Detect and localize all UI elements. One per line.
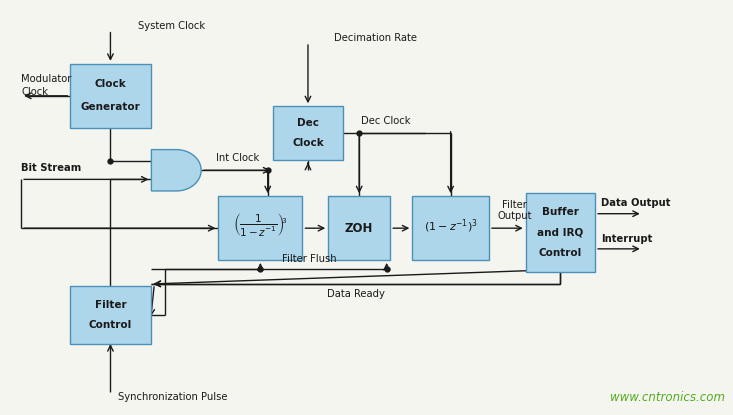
FancyBboxPatch shape	[526, 193, 595, 271]
Text: Modulator: Modulator	[21, 74, 72, 84]
FancyBboxPatch shape	[218, 196, 303, 260]
FancyBboxPatch shape	[70, 64, 151, 128]
Text: Clock: Clock	[21, 87, 48, 97]
Text: Filter: Filter	[502, 200, 527, 210]
Text: Generator: Generator	[81, 102, 140, 112]
Text: Control: Control	[539, 248, 582, 258]
Text: Dec Clock: Dec Clock	[361, 116, 410, 126]
Text: Buffer: Buffer	[542, 207, 579, 217]
Text: Data Ready: Data Ready	[327, 289, 385, 299]
Text: Dec: Dec	[297, 118, 319, 129]
FancyBboxPatch shape	[70, 286, 151, 344]
FancyBboxPatch shape	[412, 196, 489, 260]
Text: Interrupt: Interrupt	[601, 234, 652, 244]
Text: $\left(\dfrac{1}{1-z^{-1}}\right)^{\!\!3}$: $\left(\dfrac{1}{1-z^{-1}}\right)^{\!\!3…	[233, 210, 287, 237]
FancyBboxPatch shape	[328, 196, 390, 260]
Text: Output: Output	[498, 211, 532, 221]
Text: Clock: Clock	[292, 138, 324, 148]
Text: and IRQ: and IRQ	[537, 227, 583, 237]
Text: Synchronization Pulse: Synchronization Pulse	[118, 391, 227, 402]
Text: ZOH: ZOH	[345, 222, 373, 234]
Text: www.cntronics.com: www.cntronics.com	[610, 391, 725, 404]
Text: Filter Flush: Filter Flush	[282, 254, 337, 264]
Text: Clock: Clock	[95, 79, 126, 89]
Text: Int Clock: Int Clock	[216, 153, 259, 163]
Text: System Clock: System Clock	[139, 20, 205, 31]
Text: Bit Stream: Bit Stream	[21, 163, 81, 173]
Text: Data Output: Data Output	[601, 198, 671, 208]
Text: Filter: Filter	[95, 300, 126, 310]
Text: Control: Control	[89, 320, 132, 330]
FancyBboxPatch shape	[273, 106, 343, 160]
Polygon shape	[152, 149, 201, 191]
Text: $(1-z^{-1})^3$: $(1-z^{-1})^3$	[424, 217, 478, 235]
Text: Decimation Rate: Decimation Rate	[334, 33, 416, 43]
